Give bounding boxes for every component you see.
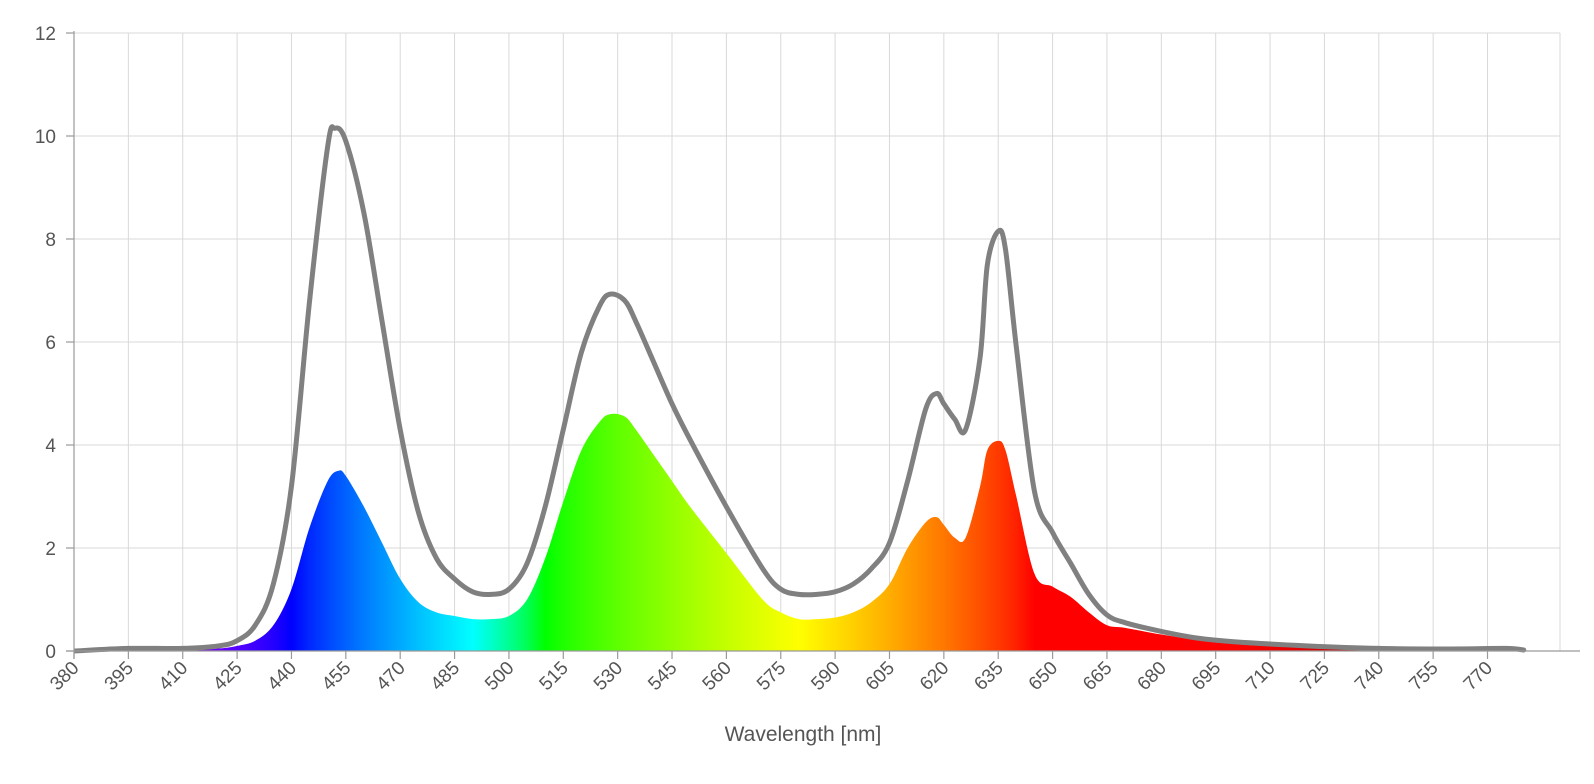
x-tick-label-11: 545 (644, 658, 681, 695)
x-axis-label: Wavelength [nm] (725, 723, 882, 746)
y-tick-label-4: 8 (45, 230, 56, 251)
x-tick-label-12: 560 (699, 658, 736, 695)
x-tick-label-10: 530 (590, 658, 627, 695)
x-tick-label-14: 590 (807, 658, 844, 695)
x-tick-label-18: 650 (1025, 658, 1062, 695)
x-tick-label-4: 440 (264, 658, 301, 695)
x-tick-label-25: 755 (1405, 658, 1442, 695)
y-tick-label-5: 10 (35, 127, 56, 148)
x-tick-label-13: 575 (753, 658, 790, 695)
x-tick-label-3: 425 (209, 658, 246, 695)
x-tick-label-26: 770 (1460, 658, 1497, 695)
x-tick-label-0: 380 (46, 658, 83, 695)
outline-series-line (74, 124, 1527, 654)
x-tick-label-15: 605 (862, 658, 899, 695)
x-tick-label-16: 620 (916, 658, 953, 695)
axes (66, 31, 1580, 659)
x-tick-label-6: 470 (372, 658, 409, 695)
y-tick-label-2: 4 (45, 436, 56, 457)
grid (73, 32, 1561, 652)
x-tick-labels: 380 395 410 425 440 455 470 485 500 515 530 545 560 5… (46, 658, 1497, 695)
x-tick-label-5: 455 (318, 658, 355, 695)
x-tick-label-9: 515 (536, 658, 573, 695)
x-tick-label-19: 665 (1079, 658, 1116, 695)
x-tick-label-20: 680 (1134, 658, 1171, 695)
x-tick-label-23: 725 (1297, 658, 1334, 695)
y-tick-label-6: 12 (35, 24, 56, 45)
x-tick-label-21: 695 (1188, 658, 1225, 695)
x-tick-label-24: 740 (1351, 658, 1388, 695)
x-tick-label-2: 410 (155, 658, 192, 695)
y-tick-label-0: 0 (45, 642, 56, 663)
y-tick-label-3: 6 (45, 333, 56, 354)
x-tick-label-7: 485 (427, 658, 464, 695)
x-tick-label-8: 500 (481, 658, 518, 695)
y-tick-labels: 0 2 4 6 8 10 12 (35, 24, 57, 663)
x-tick-label-22: 710 (1242, 658, 1279, 695)
x-tick-label-1: 395 (101, 658, 138, 695)
x-tick-label-17: 635 (970, 658, 1007, 695)
y-tick-label-1: 2 (45, 539, 56, 560)
spectrum-area (74, 413, 1524, 651)
